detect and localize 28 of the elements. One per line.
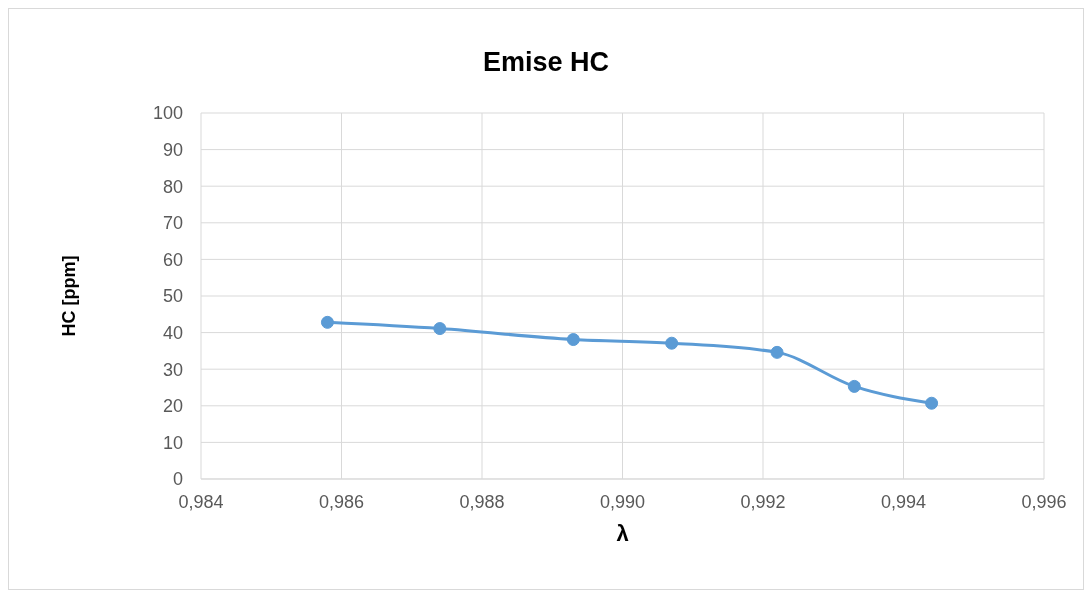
point [320,315,334,329]
y-tick-label: 10 [162,432,183,453]
y-tick-label: 20 [162,396,183,417]
y-tick-label: 50 [162,286,183,307]
x-axis-title: λ [616,521,629,546]
x-tick-label: 0,990 [599,491,646,512]
x-tick-label: 0,994 [880,491,927,512]
y-tick-label: 100 [152,103,183,124]
y-tick-label: 70 [162,213,183,234]
x-tick-label: 0,986 [318,491,365,512]
y-tick-label: 90 [162,139,183,160]
point [770,345,784,359]
point [847,379,861,393]
point [433,322,447,336]
x-tick-label: 0,984 [178,491,224,512]
y-tick-label: 0 [172,469,183,490]
x-tick-label: 0,992 [740,491,786,512]
x-tick-label: 0,996 [1021,491,1067,512]
y-tick-label: 40 [162,322,183,343]
point [566,333,580,347]
x-tick-label: 0,988 [459,491,505,512]
y-tick-label: 80 [162,176,183,197]
y-tick-label: 30 [162,359,183,380]
chart-title: Emise HC [481,47,611,78]
y-tick-label: 60 [162,249,183,270]
point [925,396,939,410]
y-axis-title: HC [ppm] [59,255,80,337]
point [665,336,679,350]
